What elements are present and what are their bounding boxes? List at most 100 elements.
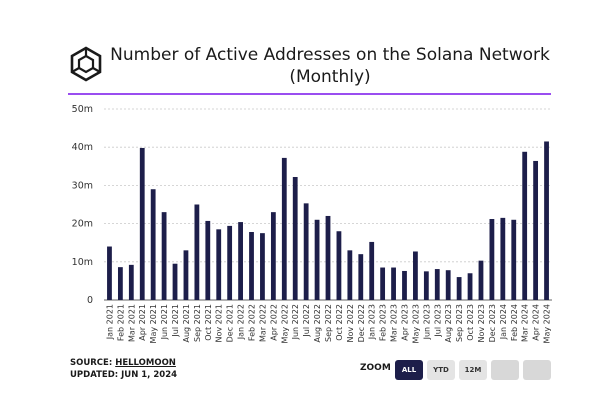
x-tick-label: Jul 2021 [171,304,180,338]
x-tick-label: Jan 2024 [499,304,508,340]
title-divider [68,93,551,95]
x-tick-label: May 2024 [543,304,552,343]
x-tick-label: Nov 2023 [477,304,486,343]
x-tick-label: May 2023 [411,304,420,343]
zoom-ytd-button[interactable]: YTD [427,360,455,380]
x-tick-label: Jun 2022 [291,304,300,340]
y-tick-label: 40m [72,142,93,153]
bar[interactable] [139,147,145,300]
bar[interactable] [544,141,549,300]
x-tick-label: May 2022 [280,304,289,343]
x-tick-label: Nov 2021 [215,304,224,343]
hexagon-cube-logo-icon [68,46,104,82]
bar[interactable] [249,232,254,300]
bar[interactable] [369,241,375,300]
x-tick-label: Apr 2023 [400,304,409,341]
zoom-button-5[interactable] [523,360,551,380]
x-tick-label: Oct 2023 [466,304,475,341]
x-tick-label: Nov 2022 [346,304,355,343]
chart-title-line1: Number of Active Addresses on the Solana… [110,45,550,65]
x-tick-label: Apr 2021 [138,304,147,341]
source-label: SOURCE: [70,358,116,368]
bar[interactable] [270,212,276,300]
updated-date: UPDATED: JUN 1, 2024 [70,370,178,380]
x-tick-label: Jan 2021 [105,304,114,340]
x-tick-label: Mar 2021 [127,304,136,342]
bar[interactable] [336,231,342,300]
bar[interactable] [292,176,298,300]
chart-title: Number of Active Addresses on the Solana… [110,44,550,88]
bar[interactable] [533,160,539,300]
bar[interactable] [413,251,418,300]
bar[interactable] [500,217,506,300]
chart-footer: SOURCE: HELLOMOON UPDATED: JUN 1, 2024 [70,357,177,381]
bar[interactable] [216,229,222,300]
y-tick-label: 50m [72,104,93,115]
bar[interactable] [107,246,112,300]
bar[interactable] [172,263,178,300]
bar[interactable] [489,219,495,300]
x-tick-label: Mar 2023 [390,304,399,342]
x-tick-label: Feb 2024 [510,304,519,341]
x-tick-label: Jan 2023 [368,304,377,340]
x-tick-label: Apr 2024 [532,304,541,341]
x-tick-label: Oct 2022 [335,304,344,341]
x-tick-label: Apr 2022 [269,304,278,341]
x-tick-label: Aug 2022 [313,304,322,343]
x-tick-label: Dec 2023 [488,304,497,342]
bar[interactable] [194,204,200,301]
zoom-button-4[interactable] [491,360,519,380]
x-tick-label: Feb 2022 [248,304,257,341]
x-tick-label: Dec 2021 [226,304,235,342]
x-tick-label: Jul 2023 [433,304,442,338]
bar[interactable] [380,267,386,300]
zoom-all-button[interactable]: ALL [395,360,423,380]
bar[interactable] [456,277,462,300]
x-tick-label: Dec 2022 [357,304,366,342]
x-tick-label: Jun 2023 [422,304,431,340]
bar[interactable] [281,157,287,300]
bar[interactable] [303,203,309,300]
bar[interactable] [238,222,243,300]
bar[interactable] [511,219,517,300]
x-tick-label: Sep 2022 [324,304,333,342]
bar[interactable] [434,269,440,300]
zoom-label: ZOOM [360,363,391,373]
x-tick-label: Mar 2024 [521,304,530,342]
bar[interactable] [445,270,451,300]
x-tick-label: Sep 2023 [455,304,464,342]
bar[interactable] [128,264,134,300]
bar[interactable] [205,220,211,300]
bar[interactable] [183,250,189,300]
bar[interactable] [522,151,528,300]
bar[interactable] [423,271,429,300]
bar[interactable] [117,267,123,300]
bar[interactable] [260,233,265,300]
bar[interactable] [314,219,320,300]
bar[interactable] [325,215,331,300]
bar[interactable] [402,270,407,300]
x-tick-label: Mar 2022 [258,304,267,342]
x-tick-label: Jun 2021 [160,304,169,340]
bar[interactable] [161,212,167,300]
y-tick-label: 20m [72,219,93,230]
chart-title-line2: (Monthly) [289,67,371,87]
x-tick-label: Jan 2022 [237,304,246,340]
x-tick-label: Jul 2022 [302,304,311,338]
bar[interactable] [358,254,364,300]
x-tick-label: Oct 2021 [204,304,213,341]
x-tick-label: Sep 2021 [193,304,202,342]
y-tick-label: 0 [87,295,93,306]
zoom-12m-button[interactable]: 12M [459,360,487,380]
bar[interactable] [391,267,396,300]
bar[interactable] [150,189,156,300]
bar[interactable] [467,273,473,300]
bar[interactable] [347,250,353,300]
y-tick-label: 10m [72,257,93,268]
bar[interactable] [227,225,233,300]
source-link[interactable]: HELLOMOON [115,358,176,368]
x-tick-label: Feb 2021 [116,304,125,341]
x-tick-label: Aug 2021 [182,304,191,343]
bar[interactable] [478,260,484,300]
